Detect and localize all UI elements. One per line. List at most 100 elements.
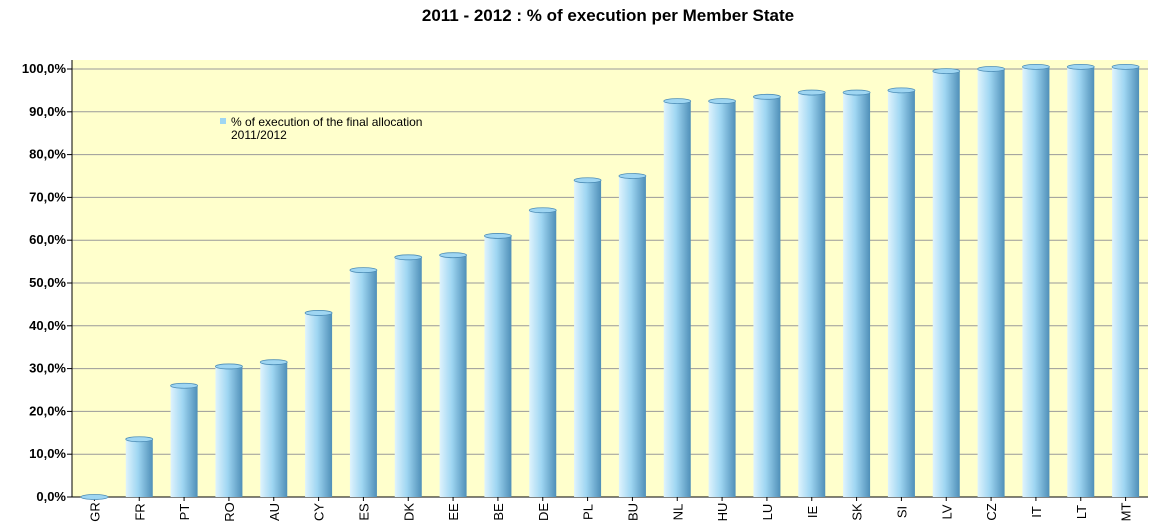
- bar-top: [708, 98, 736, 104]
- bar-top: [215, 363, 243, 370]
- chart-title: 2011 - 2012 : % of execution per Member …: [422, 6, 794, 25]
- x-tick-label: BE: [491, 503, 506, 521]
- x-tick-label: EE: [446, 503, 461, 521]
- bar: [1022, 66, 1050, 498]
- x-tick-label: NL: [670, 504, 685, 521]
- y-tick-label: 80,0%: [29, 147, 66, 162]
- bar-top: [1066, 63, 1095, 70]
- y-tick-label: 100,0%: [22, 61, 67, 76]
- bar: [663, 101, 691, 497]
- bar-group: [1022, 63, 1050, 498]
- x-tick-label: IT: [1029, 506, 1044, 518]
- x-tick-label: FR: [132, 503, 147, 520]
- bar-group: [887, 87, 916, 498]
- x-tick-label: BU: [625, 503, 640, 521]
- bar-group: [842, 89, 871, 497]
- bar-top: [304, 310, 333, 316]
- bar-group: [573, 177, 602, 497]
- bar-top: [349, 267, 378, 274]
- bar: [798, 92, 826, 497]
- bar-group: [1111, 63, 1140, 498]
- bar-top: [1111, 63, 1140, 70]
- x-tick-label: CY: [312, 503, 327, 521]
- y-tick-label: 50,0%: [29, 275, 66, 290]
- bar-group: [663, 98, 692, 497]
- x-tick-label: LU: [760, 504, 775, 521]
- x-tick-label: DE: [536, 503, 551, 521]
- x-tick-label: SK: [850, 503, 865, 521]
- bar: [887, 90, 915, 498]
- bar: [439, 255, 467, 497]
- bar-group: [932, 68, 961, 497]
- x-tick-label: IE: [805, 506, 820, 519]
- bar-group: [394, 254, 423, 497]
- bar-group: [349, 267, 378, 497]
- bar-top: [80, 494, 109, 500]
- bar-top: [394, 254, 423, 261]
- bar: [843, 92, 871, 497]
- bar: [932, 71, 960, 497]
- bar-group: [618, 173, 647, 497]
- bar-group: [170, 382, 198, 497]
- bar-top: [1022, 63, 1050, 70]
- bar-group: [259, 359, 288, 497]
- bar: [349, 270, 377, 497]
- bar-top: [663, 98, 692, 104]
- x-tick-label: RO: [222, 502, 237, 522]
- x-tick-label: ES: [356, 503, 371, 521]
- bar-top: [932, 68, 961, 75]
- bar-top: [484, 233, 512, 239]
- bar: [618, 176, 646, 497]
- bar-group: [797, 89, 826, 497]
- bar: [484, 235, 512, 498]
- bar: [1067, 66, 1095, 498]
- bar-group: [215, 363, 243, 497]
- x-tick-label: PT: [177, 504, 192, 521]
- plot-area: [72, 60, 1148, 497]
- x-tick-label: GR: [87, 502, 102, 522]
- bar-group: [753, 93, 781, 497]
- bar: [170, 385, 198, 497]
- bar-group: [125, 436, 154, 497]
- bar-group: [439, 252, 467, 497]
- x-tick-label: PL: [581, 504, 596, 520]
- y-tick-label: 30,0%: [29, 361, 66, 376]
- x-tick-label: LT: [1074, 505, 1089, 519]
- y-tick-label: 0,0%: [36, 489, 66, 504]
- x-tick-label: AU: [267, 503, 282, 521]
- bar-top: [887, 87, 916, 94]
- bar: [125, 439, 153, 497]
- bar: [977, 69, 1005, 497]
- legend-label: 2011/2012: [231, 128, 287, 142]
- bar: [394, 257, 422, 497]
- bar-top: [573, 177, 602, 184]
- y-tick-label: 10,0%: [29, 446, 66, 461]
- bar-group: [1066, 63, 1095, 498]
- bar-top: [977, 66, 1005, 72]
- x-tick-label: DK: [401, 503, 416, 521]
- bar-top: [797, 89, 826, 96]
- bar-top: [528, 207, 557, 214]
- bar-top: [618, 173, 647, 179]
- bar: [305, 312, 333, 497]
- bar-top: [753, 93, 781, 100]
- bar-group: [977, 66, 1005, 497]
- y-tick-label: 60,0%: [29, 232, 66, 247]
- bar: [708, 101, 736, 497]
- x-tick-label: CZ: [984, 503, 999, 520]
- bar: [574, 180, 602, 497]
- bar-group: [528, 207, 557, 498]
- bar-top: [439, 252, 467, 259]
- x-tick-label: HU: [715, 503, 730, 522]
- y-tick-label: 70,0%: [29, 189, 66, 204]
- legend-swatch: [220, 118, 226, 124]
- bar-top: [259, 359, 288, 366]
- x-tick-label: SI: [894, 506, 909, 518]
- bar: [1112, 66, 1140, 498]
- bar: [260, 362, 288, 497]
- bar-top: [170, 382, 198, 389]
- x-tick-label: MT: [1119, 503, 1134, 522]
- y-tick-label: 40,0%: [29, 318, 66, 333]
- bar-group: [80, 494, 109, 500]
- y-tick-label: 90,0%: [29, 104, 66, 119]
